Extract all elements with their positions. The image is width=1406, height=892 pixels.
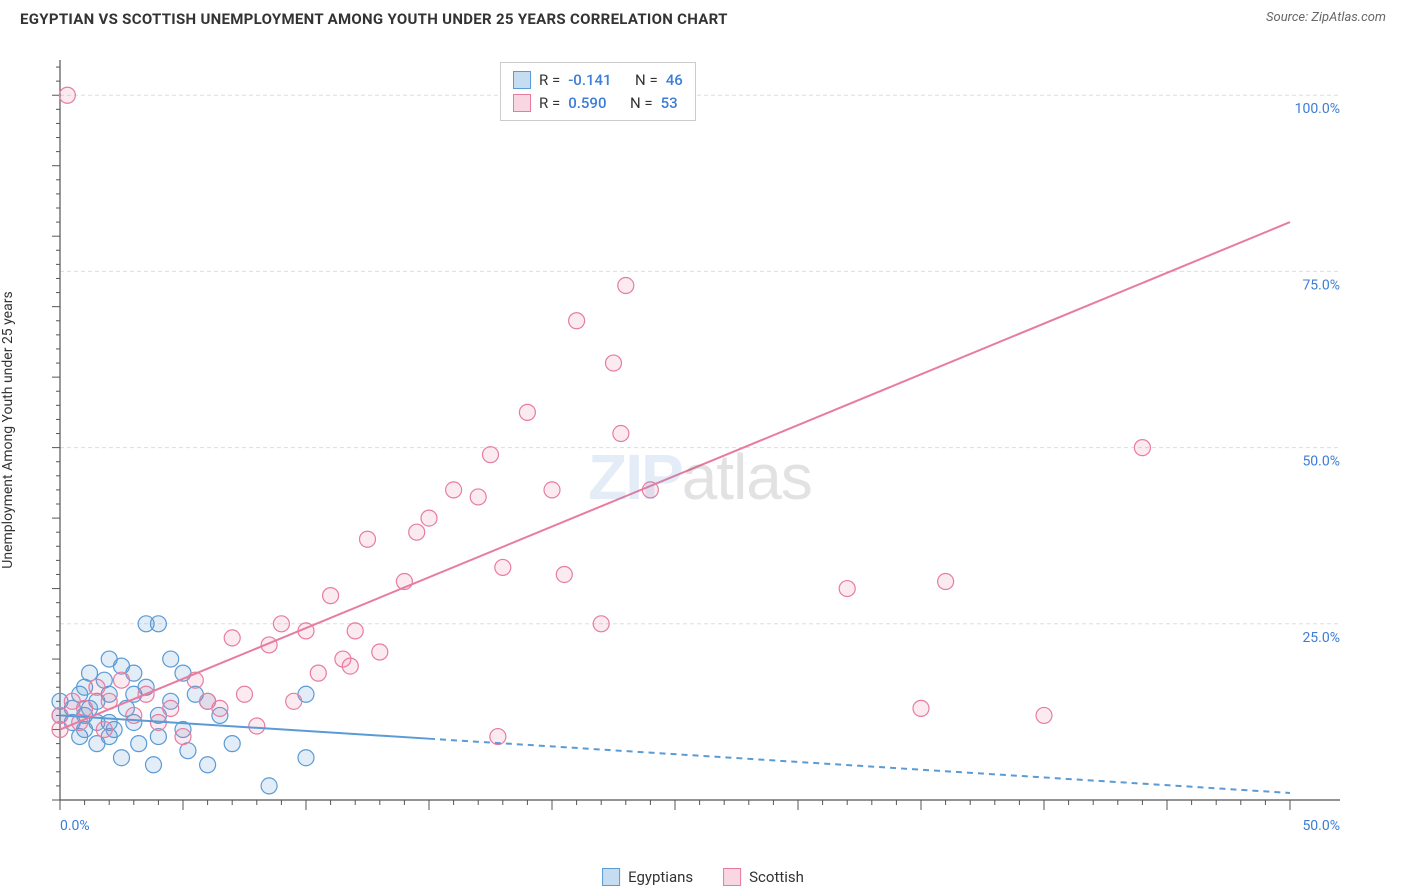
stats-R-value: -0.141 (568, 69, 611, 92)
scatter-point-scottish (495, 559, 511, 575)
source-attribution: Source: ZipAtlas.com (1266, 10, 1386, 25)
scatter-point-scottish (249, 718, 265, 734)
regression-line-dashed-egyptians (429, 739, 1290, 793)
scatter-point-egyptians (261, 778, 277, 794)
y-tick-label: 75.0% (1302, 277, 1340, 293)
scatter-point-egyptians (200, 757, 216, 773)
stats-R-value: 0.590 (568, 92, 606, 115)
scatter-point-egyptians (224, 736, 240, 752)
scatter-point-scottish (483, 447, 499, 463)
scatter-point-egyptians (150, 616, 166, 632)
scatter-point-scottish (519, 404, 535, 420)
scatter-point-egyptians (298, 750, 314, 766)
scatter-point-scottish (347, 623, 363, 639)
scatter-point-scottish (409, 524, 425, 540)
scatter-point-scottish (913, 700, 929, 716)
scatter-point-scottish (556, 566, 572, 582)
legend-swatch (602, 868, 620, 886)
chart-svg: 25.0% 50.0% 75.0% 100.0% 0.0% 50.0% (50, 50, 1350, 840)
scatter-point-scottish (212, 700, 228, 716)
scatter-point-egyptians (145, 757, 161, 773)
scatter-point-scottish (89, 679, 105, 695)
x-tick-right: 50.0% (1302, 818, 1340, 834)
legend-label: Egyptians (628, 868, 693, 886)
stats-N-value: 53 (661, 92, 678, 115)
scatter-point-scottish (1134, 440, 1150, 456)
legend-label: Scottish (749, 868, 804, 886)
scatter-point-scottish (163, 700, 179, 716)
scatter-point-egyptians (114, 750, 130, 766)
scatter-point-scottish (59, 87, 75, 103)
stats-N-label: N = (630, 92, 653, 115)
chart-header: EGYPTIAN VS SCOTTISH UNEMPLOYMENT AMONG … (0, 0, 1406, 42)
scatter-point-scottish (96, 722, 112, 738)
scatter-point-egyptians (163, 651, 179, 667)
scatter-point-scottish (237, 686, 253, 702)
y-tick-label: 25.0% (1302, 630, 1340, 646)
scatter-point-scottish (77, 700, 93, 716)
scatter-point-scottish (360, 531, 376, 547)
stats-R-label: R = (539, 92, 560, 115)
scatter-point-scottish (618, 278, 634, 294)
scatter-point-scottish (224, 630, 240, 646)
scatter-point-scottish (613, 426, 629, 442)
scatter-point-scottish (323, 588, 339, 604)
scatter-point-scottish (342, 658, 358, 674)
stats-N-value: 46 (666, 69, 683, 92)
x-tick-left: 0.0% (60, 818, 90, 834)
scatter-point-scottish (593, 616, 609, 632)
legend-swatch (723, 868, 741, 886)
scatter-point-scottish (1036, 707, 1052, 723)
scatter-point-scottish (606, 355, 622, 371)
scatter-point-scottish (114, 672, 130, 688)
regression-line-scottish (60, 222, 1290, 729)
stats-row-egyptians: R = -0.141 N = 46 (513, 69, 683, 92)
scatter-point-scottish (421, 510, 437, 526)
bottom-legend: Egyptians Scottish (602, 868, 804, 886)
scatter-point-scottish (446, 482, 462, 498)
scatter-point-scottish (286, 693, 302, 709)
y-tick-label: 100.0% (1295, 101, 1340, 117)
stats-row-scottish: R = 0.590 N = 53 (513, 92, 683, 115)
legend-item-egyptians: Egyptians (602, 868, 693, 886)
scatter-point-scottish (310, 665, 326, 681)
scatter-point-scottish (938, 574, 954, 590)
scatter-point-scottish (470, 489, 486, 505)
legend-item-scottish: Scottish (723, 868, 804, 886)
stats-swatch-egyptians (513, 71, 531, 89)
plot-area: 25.0%50.0%75.0%100.0%0.0%50.0% ZIPatlas … (50, 50, 1350, 840)
stats-swatch-scottish (513, 94, 531, 112)
correlation-stats-box: R = -0.141 N = 46R = 0.590 N = 53 (500, 62, 696, 121)
scatter-point-scottish (175, 729, 191, 745)
scatter-point-scottish (544, 482, 560, 498)
stats-R-label: R = (539, 69, 560, 92)
chart-title: EGYPTIAN VS SCOTTISH UNEMPLOYMENT AMONG … (20, 10, 728, 28)
scatter-point-scottish (273, 616, 289, 632)
scatter-point-scottish (839, 581, 855, 597)
scatter-point-egyptians (131, 736, 147, 752)
y-tick-label: 50.0% (1302, 454, 1340, 470)
scatter-point-egyptians (82, 665, 98, 681)
scatter-point-scottish (372, 644, 388, 660)
scatter-point-scottish (569, 313, 585, 329)
stats-N-label: N = (635, 69, 658, 92)
